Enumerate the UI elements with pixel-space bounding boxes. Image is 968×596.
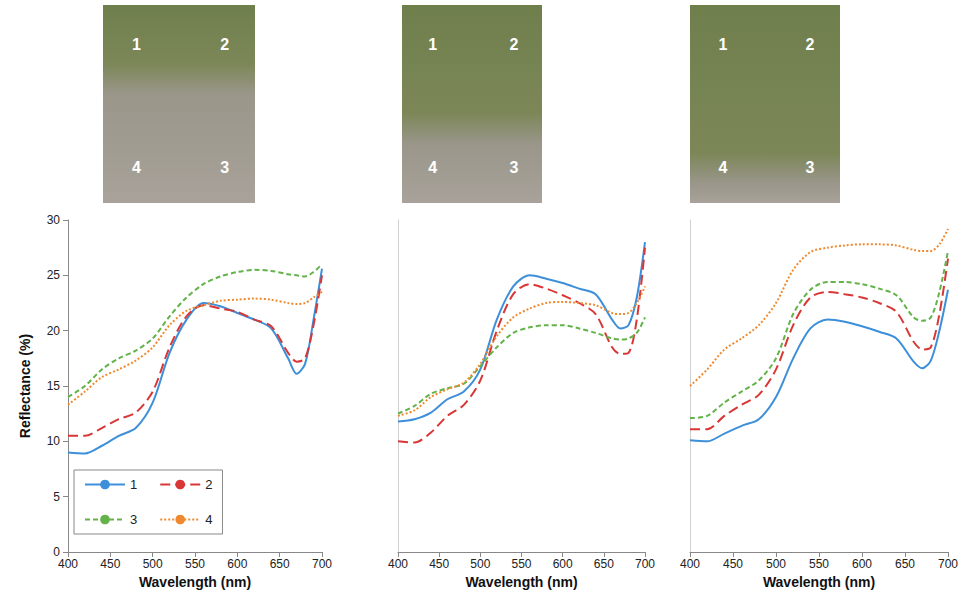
svg-text:25: 25 [47,268,61,282]
svg-text:3: 3 [510,159,519,176]
svg-text:550: 550 [809,557,829,571]
svg-text:400: 400 [680,557,700,571]
svg-text:10: 10 [47,434,61,448]
svg-text:30: 30 [47,213,61,227]
svg-text:3: 3 [806,159,815,176]
svg-text:550: 550 [511,557,531,571]
svg-text:1: 1 [130,477,137,492]
svg-text:2: 2 [220,36,229,53]
svg-text:600: 600 [852,557,872,571]
svg-text:Wavelength (nm): Wavelength (nm) [139,574,251,590]
svg-text:400: 400 [388,557,408,571]
svg-text:600: 600 [227,557,247,571]
svg-text:0: 0 [53,545,60,559]
svg-text:2: 2 [510,36,519,53]
svg-text:15: 15 [47,379,61,393]
svg-text:700: 700 [635,557,655,571]
svg-text:5: 5 [53,490,60,504]
svg-text:3: 3 [220,159,229,176]
svg-text:700: 700 [938,557,958,571]
svg-text:500: 500 [143,557,163,571]
svg-text:Wavelength (nm): Wavelength (nm) [763,574,875,590]
svg-text:450: 450 [723,557,743,571]
svg-text:600: 600 [553,557,573,571]
svg-text:1: 1 [132,36,141,53]
svg-text:550: 550 [185,557,205,571]
svg-text:500: 500 [470,557,490,571]
svg-text:3: 3 [130,512,137,527]
svg-text:4: 4 [205,512,212,527]
svg-text:Reflectance (%): Reflectance (%) [17,334,33,438]
svg-text:2: 2 [806,36,815,53]
svg-text:20: 20 [47,324,61,338]
svg-text:1: 1 [719,36,728,53]
svg-text:450: 450 [100,557,120,571]
svg-text:2: 2 [205,477,212,492]
svg-text:500: 500 [766,557,786,571]
svg-text:650: 650 [270,557,290,571]
svg-text:650: 650 [895,557,915,571]
svg-text:4: 4 [132,159,141,176]
svg-text:1: 1 [428,36,437,53]
svg-text:450: 450 [429,557,449,571]
svg-text:700: 700 [312,557,332,571]
svg-text:Wavelength (nm): Wavelength (nm) [465,574,577,590]
svg-text:650: 650 [594,557,614,571]
svg-text:4: 4 [428,159,437,176]
svg-text:4: 4 [719,159,728,176]
svg-text:400: 400 [58,557,78,571]
